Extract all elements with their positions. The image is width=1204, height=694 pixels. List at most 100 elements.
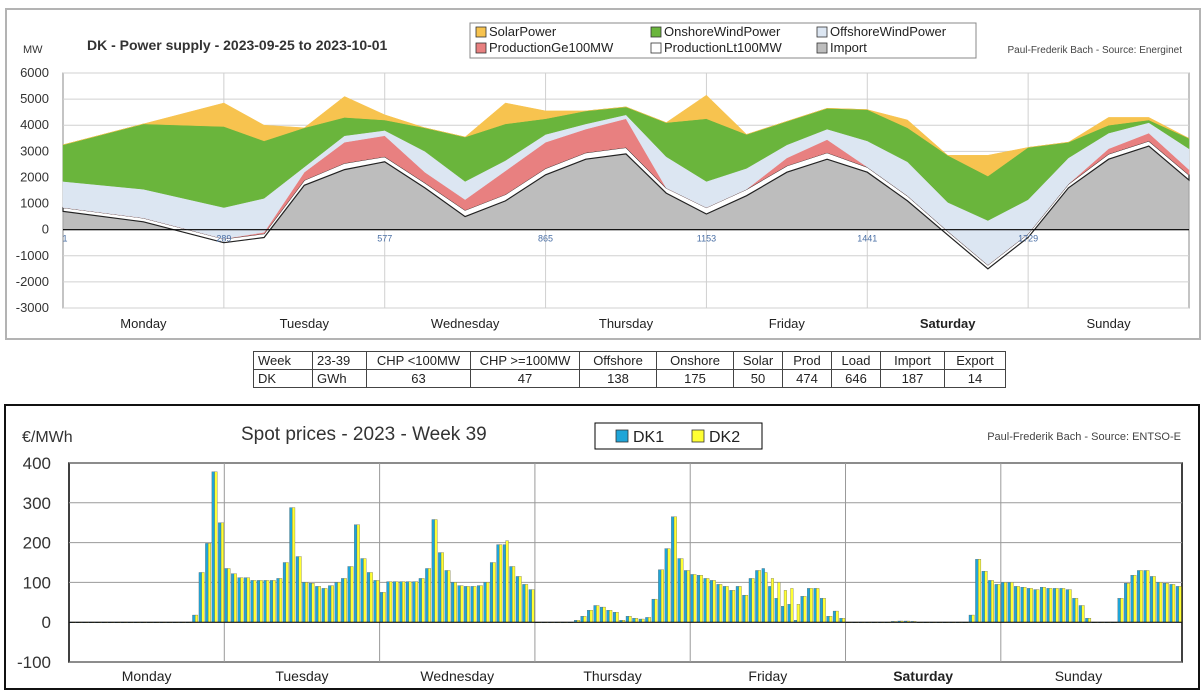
bar-dk2: [809, 588, 813, 623]
bar-dk1: [1162, 583, 1166, 623]
legend-label: DK1: [633, 429, 664, 446]
legend-swatch: [816, 42, 828, 54]
y-tick-label: 0: [42, 613, 51, 632]
bar-dk1: [975, 559, 979, 623]
bar-dk1: [761, 568, 765, 623]
bar-dk2: [1172, 584, 1176, 623]
day-label: Wednesday: [420, 668, 494, 684]
bar-dk1: [768, 586, 772, 623]
bar-dk2: [427, 568, 432, 623]
y-axis-label: €/MWh: [22, 429, 73, 446]
bar-dk2: [816, 588, 820, 623]
bar-dk1: [735, 586, 739, 623]
bar-dk2: [279, 578, 283, 623]
bar-dk1: [981, 571, 985, 623]
x-tick-label: 1153: [697, 234, 716, 244]
bar-dk2: [376, 580, 380, 623]
bar-dk2: [589, 610, 593, 623]
bar-dk2: [266, 580, 270, 623]
bar-dk1: [1007, 582, 1011, 623]
bar-dk2: [673, 516, 677, 623]
bar-dk1: [807, 588, 811, 623]
bar-dk2: [1003, 582, 1007, 623]
legend-label: DK2: [709, 429, 740, 446]
bar-dk1: [244, 577, 248, 623]
table-cell: 175: [656, 369, 734, 388]
bar-dk1: [341, 578, 345, 623]
bar-dk1: [1130, 575, 1134, 623]
table-cell: Import: [880, 351, 945, 370]
legend-label: ProductionLt100MW: [664, 40, 783, 55]
bar-dk1: [289, 507, 293, 623]
legend-swatch: [816, 26, 828, 38]
bar-dk1: [438, 552, 442, 623]
bar-dk2: [1165, 583, 1169, 623]
bar-dk2: [829, 616, 833, 623]
bar-dk1: [748, 578, 752, 623]
day-label: Saturday: [893, 668, 953, 684]
bar-dk2: [512, 566, 516, 623]
bar-dk1: [347, 566, 351, 623]
bar-dk1: [625, 616, 629, 623]
legend-swatch: [615, 429, 629, 443]
bar-dk1: [502, 544, 506, 623]
bar-dk1: [412, 581, 416, 623]
table-header-row: Week 23-39 CHP <100MW CHP >=100MW Offsho…: [253, 351, 1006, 370]
bar-dk2: [220, 522, 224, 623]
bar-dk2: [402, 581, 406, 623]
bar-dk2: [473, 586, 477, 623]
bar-dk2: [421, 578, 425, 623]
bar-dk2: [609, 610, 613, 623]
bar-dk2: [395, 581, 399, 623]
y-axis-label: MW: [23, 44, 43, 56]
table-cell: 14: [944, 369, 1006, 388]
spot-price-chart: Spot prices - 2023 - Week 39 €/MWh Paul-…: [17, 422, 1183, 684]
bar-dk1: [489, 562, 494, 623]
area-solar: [62, 94, 1190, 177]
table-cell: Offshore: [579, 351, 657, 370]
day-label: Tuesday: [280, 316, 330, 331]
y-tick-label: 300: [23, 494, 51, 513]
bar-dk2: [434, 519, 438, 623]
bar-dk2: [195, 614, 199, 623]
bar-dk2: [415, 581, 419, 623]
y-tick-label: 4000: [20, 117, 49, 132]
bar-dk1: [457, 585, 461, 623]
bar-dk1: [664, 548, 668, 623]
bar-dk2: [1120, 598, 1124, 623]
bar-dk1: [632, 618, 636, 623]
table-cell: 23-39: [312, 351, 367, 370]
bar-dk2: [699, 575, 703, 623]
bar-dk1: [386, 581, 390, 623]
bar-dk2: [1126, 583, 1130, 623]
bar-dk1: [781, 606, 785, 623]
legend-swatch: [475, 26, 487, 38]
bar-dk1: [703, 578, 707, 623]
bar-dk2: [628, 616, 632, 623]
bar-dk1: [1001, 582, 1005, 623]
bar-dk1: [192, 614, 196, 623]
bar-dk2: [984, 571, 988, 623]
legend-label: ProductionGe100MW: [489, 40, 614, 55]
bar-dk2: [240, 577, 244, 623]
bar-dk2: [298, 556, 302, 623]
bar-dk1: [1059, 588, 1063, 623]
bar-dk1: [509, 566, 513, 623]
legend-box: [469, 22, 977, 59]
day-label: Sunday: [1055, 668, 1102, 684]
table-cell: 47: [470, 369, 580, 388]
bar-dk1: [373, 580, 377, 623]
bar-dk2: [732, 590, 736, 623]
day-label: Tuesday: [275, 668, 328, 684]
y-tick-label: -3000: [16, 300, 49, 315]
bar-dk1: [237, 577, 241, 623]
bar-dk1: [477, 585, 481, 623]
bar-dk2: [233, 573, 237, 623]
bar-dk2: [654, 598, 658, 623]
bar-dk2: [311, 583, 315, 623]
bar-dk2: [770, 578, 774, 623]
bar-dk2: [745, 594, 749, 623]
legend-swatch: [475, 42, 487, 54]
bar-dk2: [667, 548, 671, 623]
bar-dk1: [224, 568, 228, 623]
